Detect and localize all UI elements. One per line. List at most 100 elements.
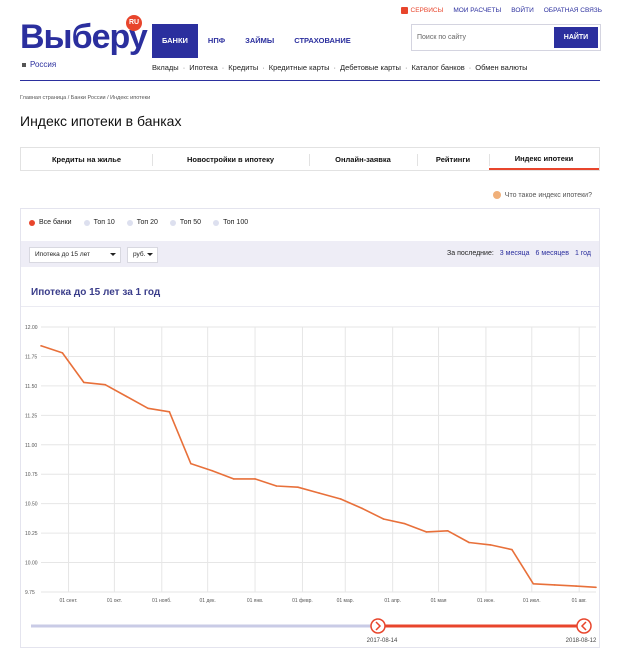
subnav-currency-exchange[interactable]: Обмен валюты xyxy=(475,63,528,72)
data-point xyxy=(382,518,385,520)
radio-icon xyxy=(126,219,133,226)
filter-label: Топ 50 xyxy=(179,219,202,226)
data-point xyxy=(211,469,214,472)
period-label: За последние: xyxy=(447,250,494,257)
my-calculations-link[interactable]: МОИ РАСЧЕТЫ xyxy=(453,7,502,14)
subnav-debit-cards[interactable]: Дебетовые карты xyxy=(340,63,401,72)
chevron-down-icon xyxy=(147,253,153,256)
data-point xyxy=(575,585,577,587)
chart-title: Ипотека до 15 лет за 1 год xyxy=(31,287,161,298)
region-label: Россия xyxy=(30,60,57,69)
filter-all-banks[interactable]: Все банки xyxy=(29,219,72,226)
tab-new-buildings[interactable]: Новостройки в ипотеку xyxy=(152,148,309,170)
radio-icon xyxy=(213,219,220,226)
period-3-months[interactable]: 3 месяца xyxy=(499,250,530,257)
x-tick-label: 01 мар. xyxy=(337,598,354,604)
data-point xyxy=(168,411,171,413)
y-tick-label: 10.50 xyxy=(25,502,38,508)
index-panel: Все банки Топ 10 Топ 20 Топ 50 Топ 100 И… xyxy=(20,208,600,648)
nav-loans[interactable]: ЗАЙМЫ xyxy=(245,36,275,45)
data-point xyxy=(532,582,535,585)
tab-ratings[interactable]: Рейтинги xyxy=(417,148,489,170)
data-point xyxy=(61,352,64,354)
header-divider xyxy=(20,80,600,81)
subnav-bank-catalog[interactable]: Каталог банков xyxy=(411,63,465,72)
chart-divider xyxy=(21,306,599,307)
data-point xyxy=(297,486,299,488)
period-6-months[interactable]: 6 месяцев xyxy=(535,250,569,257)
range-start-label: 2017-08-14 xyxy=(367,638,398,644)
data-point xyxy=(404,522,406,525)
location-icon xyxy=(22,62,26,67)
x-tick-label: 01 авг. xyxy=(572,598,587,604)
radio-icon xyxy=(169,219,176,226)
y-tick-label: 11.00 xyxy=(25,443,37,449)
data-point xyxy=(190,462,192,465)
subnav-deposits[interactable]: Вклады xyxy=(152,63,179,72)
search-button[interactable]: НАЙТИ xyxy=(554,27,598,48)
filter-label: Топ 20 xyxy=(136,219,158,226)
breadcrumb[interactable]: Главная страница / Банки России / Индекс… xyxy=(20,95,151,101)
tab-housing-credits[interactable]: Кредиты на жилье xyxy=(51,154,122,164)
data-point xyxy=(104,383,107,386)
nav-insurance[interactable]: СТРАХОВАНИЕ xyxy=(294,36,351,45)
subnav-credit-cards[interactable]: Кредитные карты xyxy=(268,63,330,72)
tab-online-application[interactable]: Онлайн-заявка xyxy=(309,148,417,170)
data-point xyxy=(553,584,556,586)
search-box: Поиск по сайту НАЙТИ xyxy=(411,24,601,51)
data-point xyxy=(425,531,428,533)
nav-npf[interactable]: НПФ xyxy=(207,36,226,45)
y-tick-label: 11.50 xyxy=(25,384,37,390)
x-tick-label: 01 апр. xyxy=(384,598,401,604)
filter-label: Все банки xyxy=(39,219,72,226)
help-link[interactable]: Что такое индекс ипотеки? xyxy=(492,191,592,199)
data-point xyxy=(595,586,597,589)
data-point xyxy=(339,498,342,500)
x-tick-label: 01 нояб. xyxy=(152,598,171,604)
feedback-link[interactable]: ОБРАТНАЯ СВЯЗЬ xyxy=(543,7,602,14)
data-point xyxy=(318,492,321,494)
period-1-year[interactable]: 1 год xyxy=(574,250,591,257)
chevron-right-icon xyxy=(375,621,382,631)
x-tick-label: 01 сент. xyxy=(59,598,77,604)
chevron-down-icon xyxy=(110,253,116,256)
region-selector[interactable]: Россия xyxy=(22,60,56,69)
logo-badge: RU xyxy=(126,15,142,31)
data-point xyxy=(361,507,363,510)
x-tick-label: 01 дек. xyxy=(200,598,216,604)
tab-mortgage-index[interactable]: Индекс ипотеки xyxy=(489,148,599,170)
subnav-credits[interactable]: Кредиты xyxy=(228,63,259,72)
search-input[interactable]: Поиск по сайту xyxy=(417,34,467,41)
section-tabs: Кредиты на жилье Новостройки в ипотеку О… xyxy=(20,147,600,171)
page-title: Индекс ипотеки в банках xyxy=(20,113,182,129)
filter-top-50[interactable]: Топ 50 xyxy=(169,219,202,226)
period-selector: За последние: 3 месяца 6 месяцев 1 год xyxy=(447,250,591,257)
data-point xyxy=(83,381,85,384)
data-point xyxy=(446,529,449,532)
services-link[interactable]: СЕРВИСЫ xyxy=(400,7,444,14)
subnav-mortgage[interactable]: Ипотека xyxy=(189,63,218,72)
login-link[interactable]: ВОЙТИ xyxy=(511,7,534,14)
term-select[interactable]: Ипотека до 15 лет xyxy=(29,247,121,263)
range-start-handle xyxy=(370,618,386,634)
filter-top-10[interactable]: Топ 10 xyxy=(83,219,115,226)
x-tick-label: 01 янв. xyxy=(247,598,263,604)
y-tick-label: 11.75 xyxy=(25,354,37,360)
top-links: СЕРВИСЫ МОИ РАСЧЕТЫ ВОЙТИ ОБРАТНАЯ СВЯЗЬ xyxy=(400,7,602,14)
question-icon xyxy=(492,191,501,199)
radio-icon xyxy=(83,219,90,226)
services-label: СЕРВИСЫ xyxy=(410,7,444,14)
filter-top-20[interactable]: Топ 20 xyxy=(126,219,158,226)
chart-controls: Ипотека до 15 лет руб. За последние: 3 м… xyxy=(21,241,599,267)
x-tick-label: 01 июн. xyxy=(477,598,495,604)
data-point xyxy=(125,395,128,398)
data-point xyxy=(40,345,42,347)
range-end-label: 2018-08-12 xyxy=(566,638,597,644)
term-select-value: Ипотека до 15 лет xyxy=(35,251,91,258)
nav-banks[interactable]: БАНКИ xyxy=(152,24,198,58)
currency-select[interactable]: руб. xyxy=(127,247,158,263)
y-tick-label: 11.25 xyxy=(25,413,37,419)
mortgage-index-chart: 12.00 11.75 11.50 11.25 11.00 10.75 10.50 10.25… xyxy=(25,325,597,644)
filter-top-100[interactable]: Топ 100 xyxy=(213,219,248,226)
services-icon xyxy=(400,7,408,14)
